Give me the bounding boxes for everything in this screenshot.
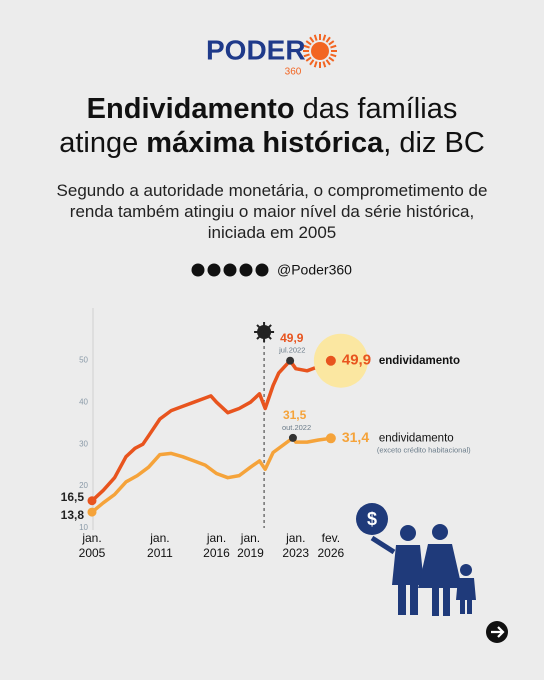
legend-label: endividamento xyxy=(379,432,454,444)
end-point xyxy=(325,433,336,444)
annotation-value: 49,9 xyxy=(280,331,304,345)
legend-note: (exceto crédito habitacional) xyxy=(377,445,471,454)
y-tick-label: 10 xyxy=(79,523,88,532)
logo-ray xyxy=(313,34,318,41)
title-run: , diz BC xyxy=(383,127,485,159)
logo-ray xyxy=(325,36,331,43)
x-tick-label: jan. 2016 xyxy=(203,531,230,560)
start-point xyxy=(87,507,97,517)
annotation-value: 31,5 xyxy=(283,408,307,422)
logo-ray xyxy=(328,56,335,62)
dollar-symbol: $ xyxy=(367,509,377,529)
logo-ray xyxy=(309,36,315,43)
annotation-date: out.2022 xyxy=(282,423,311,432)
y-tick-label: 40 xyxy=(79,397,88,406)
x-tick-label: jan. 2019 xyxy=(237,531,264,560)
title-run: das famílias xyxy=(294,93,458,125)
logo-number: 360 xyxy=(285,67,302,78)
x-tick-label: jan. 2005 xyxy=(78,531,106,560)
virus-spike xyxy=(263,324,272,333)
logo-ray xyxy=(330,53,337,58)
handle: @Poder360 xyxy=(277,262,352,278)
start-label: 13,8 xyxy=(61,508,85,522)
illustration: $ xyxy=(356,503,476,616)
annotation-date: jul.2022 xyxy=(278,346,305,355)
title-line: atinge máxima histórica, diz BC xyxy=(0,126,544,160)
title: Endividamento das famílias atinge máxima … xyxy=(0,92,544,160)
virus-spike xyxy=(256,331,265,340)
virus-spike xyxy=(263,331,272,340)
logo-ray xyxy=(305,56,312,62)
logo-ray xyxy=(303,53,310,58)
annotation-point xyxy=(288,433,297,442)
logo-ray xyxy=(303,44,310,49)
next-button[interactable] xyxy=(486,621,508,643)
logo-ray xyxy=(328,40,335,46)
logo-ray xyxy=(309,59,315,66)
end-label: 49,9 xyxy=(342,352,371,369)
x-tick-label: fev. 2026 xyxy=(317,531,345,560)
start-label: 16,5 xyxy=(61,490,85,504)
logo-sun xyxy=(311,42,329,60)
logo-ray xyxy=(325,59,331,66)
virus-spike xyxy=(256,324,265,333)
series-line xyxy=(90,436,332,514)
logo-ray xyxy=(305,40,312,46)
logo-rays xyxy=(303,34,337,68)
social-icons xyxy=(191,263,269,277)
y-tick-label: 30 xyxy=(79,439,88,448)
legend-label: endividamento xyxy=(379,355,460,367)
title-run: atinge xyxy=(59,127,147,159)
title-line: Endividamento das famílias xyxy=(0,92,544,126)
logo-name: PODER xyxy=(206,34,306,65)
highlight-halo xyxy=(313,333,368,388)
title-run: Endividamento xyxy=(86,93,295,125)
x-tick-label: jan. 2011 xyxy=(147,531,173,560)
logo-ray xyxy=(313,61,318,68)
end-label: 31,4 xyxy=(342,429,369,445)
y-tick-label: 50 xyxy=(79,355,88,364)
x-tick-label: jan. 2023 xyxy=(282,531,310,560)
annotation-point xyxy=(286,356,295,365)
subtitle: Segundo a autoridade monetária, o compro… xyxy=(56,181,488,242)
logo: PODER 360 xyxy=(206,34,337,78)
end-point xyxy=(325,355,336,366)
title-run: máxima histórica xyxy=(146,127,384,159)
logo-ray xyxy=(322,34,327,41)
logo-ray xyxy=(322,61,327,68)
start-point xyxy=(87,496,97,506)
y-tick-label: 20 xyxy=(79,481,88,490)
logo-ray xyxy=(330,44,337,49)
